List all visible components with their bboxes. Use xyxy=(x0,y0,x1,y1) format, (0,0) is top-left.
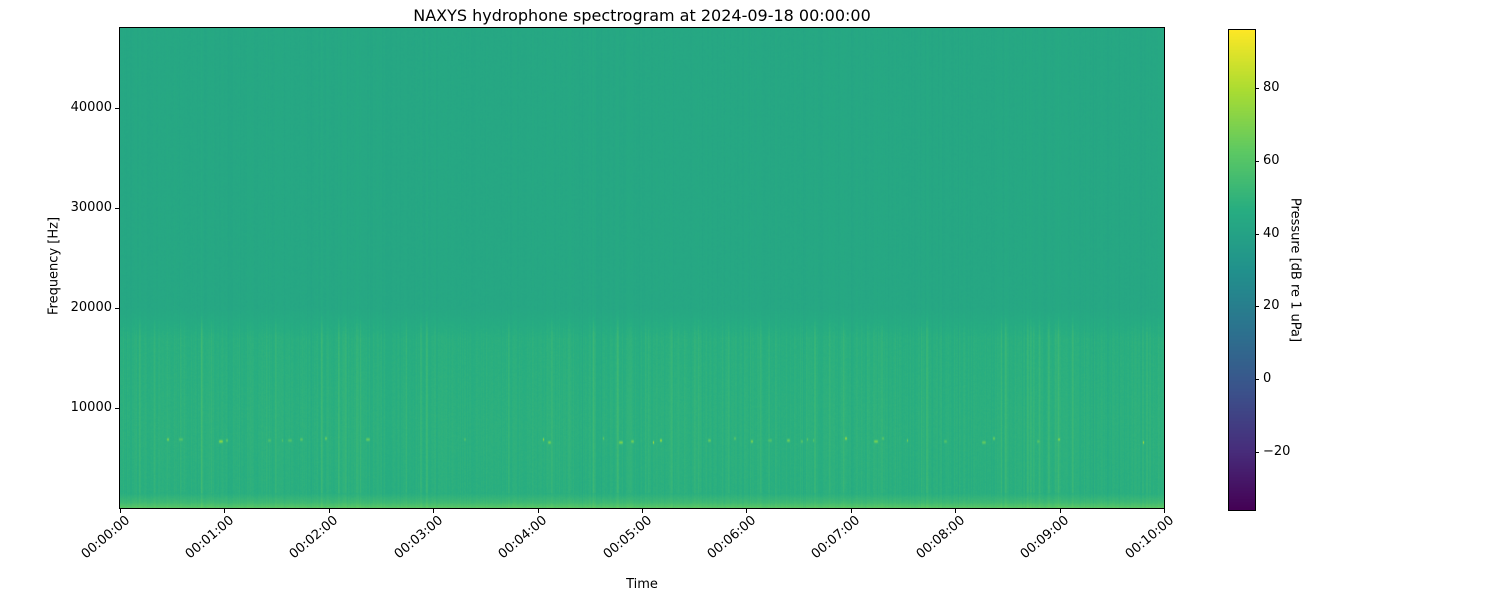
x-tick-label: 00:10:00 xyxy=(1122,513,1177,563)
y-tick-mark xyxy=(115,108,119,109)
colorbar-tick-mark xyxy=(1255,161,1259,162)
colorbar-tick-mark xyxy=(1255,234,1259,235)
colorbar-tick-mark xyxy=(1255,88,1259,89)
colorbar-tick-mark xyxy=(1255,452,1259,453)
x-tick-label: 00:00:00 xyxy=(78,513,133,563)
colorbar-tick-mark xyxy=(1255,306,1259,307)
x-tick-label: 00:07:00 xyxy=(809,513,864,563)
x-tick-mark xyxy=(433,509,434,513)
y-tick-label: 20000 xyxy=(70,300,112,315)
x-tick-label: 00:02:00 xyxy=(287,513,342,563)
y-tick-mark xyxy=(115,408,119,409)
colorbar-tick-mark xyxy=(1255,379,1259,380)
x-tick-mark xyxy=(1060,509,1061,513)
x-tick-label: 00:04:00 xyxy=(495,513,551,563)
colorbar xyxy=(1229,30,1255,510)
x-tick-mark xyxy=(224,509,225,513)
x-tick-mark xyxy=(851,509,852,513)
y-tick-mark xyxy=(115,308,119,309)
spectrogram-heatmap xyxy=(120,28,1164,508)
x-tick-mark xyxy=(329,509,330,513)
x-tick-label: 00:08:00 xyxy=(913,513,968,563)
chart-title: NAXYS hydrophone spectrogram at 2024-09-… xyxy=(413,6,871,25)
y-tick-label: 10000 xyxy=(70,400,112,415)
x-tick-label: 00:03:00 xyxy=(391,513,446,563)
colorbar-tick-label: −20 xyxy=(1263,443,1291,459)
x-tick-label: 00:06:00 xyxy=(704,513,760,563)
colorbar-tick-label: 20 xyxy=(1263,298,1280,314)
colorbar-tick-label: 60 xyxy=(1263,152,1280,168)
x-tick-mark xyxy=(120,509,121,513)
x-tick-mark xyxy=(746,509,747,513)
x-tick-label: 00:05:00 xyxy=(600,513,655,563)
y-tick-label: 30000 xyxy=(70,200,112,215)
x-tick-mark xyxy=(1164,509,1165,513)
x-tick-label: 00:01:00 xyxy=(182,513,238,563)
colorbar-label: Pressure [dB re 1 uPa] xyxy=(1287,197,1303,343)
y-tick-mark xyxy=(115,208,119,209)
x-axis-label: Time xyxy=(626,577,658,592)
x-tick-mark xyxy=(538,509,539,513)
colorbar-tick-label: 40 xyxy=(1263,225,1280,241)
colorbar-tick-label: 0 xyxy=(1263,371,1272,387)
y-tick-label: 40000 xyxy=(70,100,112,115)
colorbar-tick-label: 80 xyxy=(1263,80,1280,96)
x-tick-mark xyxy=(955,509,956,513)
x-tick-mark xyxy=(642,509,643,513)
x-tick-label: 00:09:00 xyxy=(1017,513,1073,563)
